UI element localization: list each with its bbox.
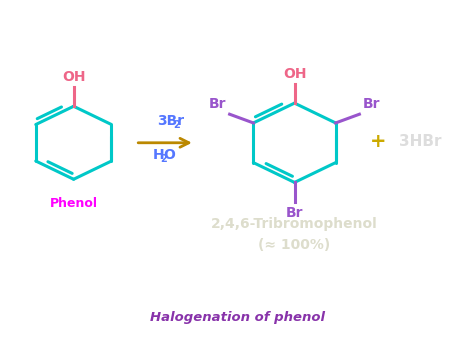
Text: 3HBr: 3HBr <box>399 135 442 149</box>
Text: H: H <box>153 148 164 162</box>
Text: (≈ 100%): (≈ 100%) <box>258 238 331 252</box>
Text: O: O <box>163 148 175 162</box>
Text: Phenol: Phenol <box>49 197 98 210</box>
Text: Br: Br <box>286 206 303 220</box>
Text: 3Br: 3Br <box>157 114 184 128</box>
Text: Br: Br <box>209 97 226 111</box>
Text: 2: 2 <box>160 154 167 164</box>
Text: OH: OH <box>283 67 306 81</box>
Text: +: + <box>370 132 386 151</box>
Text: OH: OH <box>62 70 86 84</box>
Text: Br: Br <box>363 97 380 111</box>
Text: 2: 2 <box>173 120 180 130</box>
Text: 2,4,6-Tribromophenol: 2,4,6-Tribromophenol <box>211 217 378 231</box>
Text: Halogenation of phenol: Halogenation of phenol <box>150 312 325 324</box>
